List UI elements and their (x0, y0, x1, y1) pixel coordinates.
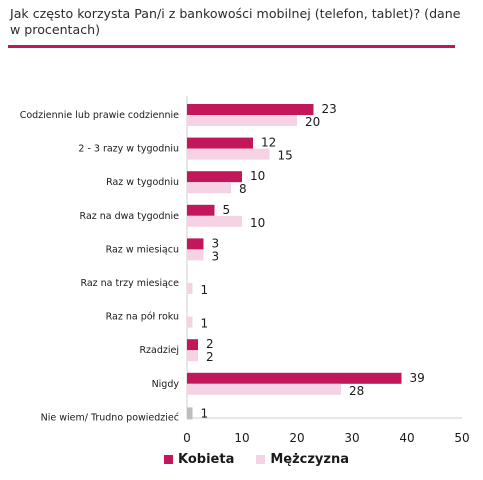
legend-swatch-kobieta (164, 455, 173, 464)
bar-mezczyzna-3 (187, 215, 242, 227)
value-label-kobieta-4: 3 (212, 236, 220, 250)
category-label-1: 2 - 3 razy w tygodniu (78, 144, 179, 155)
bar-kobieta-0 (187, 104, 314, 115)
category-label-9: Nie wiem/ Trudno powiedzieć (41, 412, 179, 423)
x-tick-label-0: 0 (183, 431, 191, 445)
bar-kobieta-3 (187, 204, 215, 216)
value-label-mezczyzna-0: 20 (305, 115, 320, 129)
value-label-mezczyzna-2: 8 (239, 182, 247, 196)
legend-label-mezczyzna: Mężczyzna (270, 452, 350, 467)
bar-mezczyzna-5 (187, 283, 193, 294)
value-label-kobieta-7: 2 (206, 337, 214, 351)
chart-title: Jak często korzysta Pan/i z bankowości m… (10, 6, 461, 37)
category-label-0: Codziennie lub prawie codziennie (20, 110, 179, 121)
x-tick-label-20: 20 (289, 431, 304, 445)
bar-kobieta-4 (187, 238, 204, 250)
category-label-3: Raz na dwa tygodnie (80, 211, 180, 222)
chart-legend: Kobieta Mężczyzna (164, 452, 349, 467)
legend-item-mezczyzna: Mężczyzna (256, 452, 349, 467)
bar-mezczyzna-1 (187, 148, 270, 160)
category-label-6: Raz na pół roku (106, 312, 179, 323)
value-label-mezczyzna-5: 1 (201, 283, 209, 297)
category-label-4: Raz w miesiącu (106, 244, 179, 255)
bar-mezczyzna-4 (187, 249, 204, 261)
category-label-8: Nigdy (152, 379, 180, 390)
value-label-kobieta-1: 12 (261, 136, 276, 150)
category-label-5: Raz na trzy miesiące (80, 278, 179, 289)
bar-kobieta-1 (187, 137, 253, 149)
value-label-kobieta-8: 39 (410, 371, 425, 385)
bar-mezczyzna-7 (187, 350, 198, 362)
title-underline (8, 45, 455, 48)
x-tick-label-50: 50 (454, 431, 469, 445)
value-label-mezczyzna-7: 2 (206, 350, 214, 364)
bar-mezczyzna-6 (187, 316, 193, 328)
x-tick-label-30: 30 (344, 431, 359, 445)
legend-label-kobieta: Kobieta (178, 452, 235, 467)
value-label-mezczyzna-6: 1 (201, 317, 209, 331)
value-label-mezczyzna-8: 28 (349, 384, 364, 398)
bar-kobieta-2 (187, 171, 242, 183)
legend-item-kobieta: Kobieta (164, 452, 234, 467)
value-label-mezczyzna-4: 3 (212, 249, 220, 263)
category-label-2: Raz w tygodniu (106, 177, 179, 188)
bar-kobieta-7 (187, 339, 198, 351)
bar-chart: 0 10 20 30 40 50 Codziennie lub prawie codzien… (20, 96, 470, 445)
value-label-kobieta-3: 5 (223, 203, 231, 217)
bar-kobieta-8 (187, 372, 402, 384)
value-label-mezczyzna-1: 15 (278, 149, 293, 163)
x-tick-label-10: 10 (234, 431, 249, 445)
value-label-unknown-9: 1 (201, 406, 209, 420)
x-tick-label-40: 40 (399, 431, 414, 445)
bar-unknown-9 (187, 407, 193, 420)
legend-swatch-mezczyzna (256, 455, 266, 464)
bar-mezczyzna-2 (187, 182, 231, 194)
bar-mezczyzna-0 (187, 115, 297, 126)
value-label-kobieta-0: 23 (322, 102, 337, 116)
value-label-kobieta-2: 10 (250, 169, 265, 183)
category-label-7: Rzadziej (139, 345, 179, 356)
bar-mezczyzna-8 (187, 383, 341, 395)
value-label-mezczyzna-3: 10 (250, 216, 265, 230)
